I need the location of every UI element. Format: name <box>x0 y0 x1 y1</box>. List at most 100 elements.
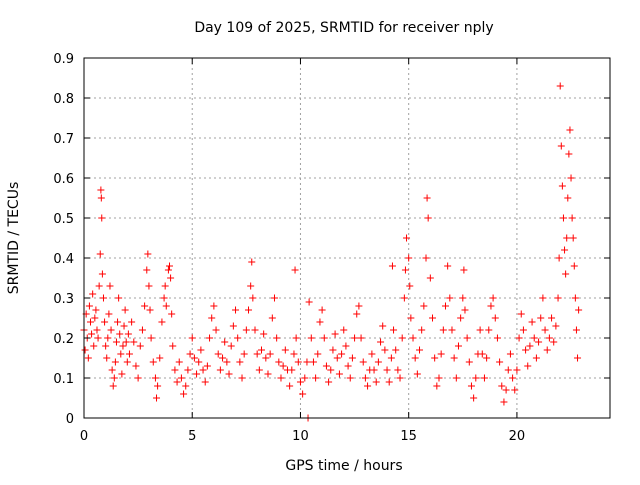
data-point <box>168 310 176 318</box>
data-point <box>411 354 419 362</box>
data-point <box>558 182 566 190</box>
data-point <box>90 342 98 350</box>
data-point <box>275 358 283 366</box>
y-tick-label: 0.5 <box>53 212 74 227</box>
data-point <box>238 374 246 382</box>
data-point <box>418 326 426 334</box>
data-point <box>138 326 146 334</box>
data-point <box>400 294 408 302</box>
data-point <box>454 342 462 350</box>
data-point <box>245 306 253 314</box>
data-point <box>186 350 194 358</box>
data-point <box>565 150 573 158</box>
data-point <box>377 338 385 346</box>
data-point <box>409 334 417 342</box>
data-point <box>247 282 255 290</box>
data-point <box>268 314 276 322</box>
data-point <box>161 282 169 290</box>
data-point <box>472 374 480 382</box>
data-point <box>97 186 105 194</box>
data-point <box>555 254 563 262</box>
data-point <box>431 354 439 362</box>
data-point <box>270 294 278 302</box>
data-point <box>537 314 545 322</box>
data-point <box>522 346 530 354</box>
data-point <box>566 126 574 134</box>
data-point <box>277 374 285 382</box>
data-point <box>530 334 538 342</box>
data-point <box>429 314 437 322</box>
data-point <box>320 334 328 342</box>
data-point <box>526 342 534 350</box>
data-point <box>424 214 432 222</box>
data-point <box>184 366 192 374</box>
data-point <box>160 294 168 302</box>
data-point <box>130 338 138 346</box>
data-point <box>406 282 414 290</box>
data-point <box>134 374 142 382</box>
data-point <box>435 374 443 382</box>
data-point <box>255 366 263 374</box>
y-tick-label: 0.9 <box>53 52 74 67</box>
y-tick-label: 0.8 <box>53 92 74 107</box>
data-point <box>571 294 579 302</box>
data-point <box>99 294 107 302</box>
axis-ticks: 0 0.1 0.2 0.3 0.4 0.5 0.6 0.7 0.8 0.9 0 5 10 15 20 <box>53 52 610 444</box>
data-point <box>257 346 265 354</box>
data-point <box>307 334 315 342</box>
data-point <box>175 358 183 366</box>
data-point <box>331 330 339 338</box>
data-point <box>114 318 122 326</box>
data-point <box>128 318 136 326</box>
y-tick-label: 0.7 <box>53 132 74 147</box>
data-point <box>120 322 128 330</box>
data-point <box>351 334 359 342</box>
data-point <box>574 354 582 362</box>
data-point <box>437 350 445 358</box>
data-point <box>543 346 551 354</box>
data-point <box>227 342 235 350</box>
data-point <box>559 214 567 222</box>
data-point <box>444 262 452 270</box>
data-point <box>214 350 222 358</box>
data-point <box>370 366 378 374</box>
data-point <box>225 370 233 378</box>
grid-lines <box>84 58 610 418</box>
data-point <box>491 314 499 322</box>
data-point <box>109 382 117 390</box>
data-point <box>498 382 506 390</box>
data-point <box>413 370 421 378</box>
data-point <box>110 374 118 382</box>
y-tick-label: 0.6 <box>53 172 74 187</box>
data-point <box>333 354 341 362</box>
data-point <box>457 314 465 322</box>
x-axis-label: GPS time / hours <box>285 458 402 474</box>
data-point <box>149 358 157 366</box>
data-point <box>353 310 361 318</box>
data-point <box>416 346 424 354</box>
data-point <box>253 350 261 358</box>
data-point <box>487 302 495 310</box>
y-tick-label: 0.1 <box>53 372 74 387</box>
data-point <box>88 330 96 338</box>
y-tick-label: 0.3 <box>53 292 74 307</box>
data-point <box>107 326 115 334</box>
data-point <box>463 334 471 342</box>
data-point <box>201 378 209 386</box>
data-point <box>476 326 484 334</box>
data-point <box>567 174 575 182</box>
data-point <box>390 326 398 334</box>
data-point <box>388 262 396 270</box>
data-point <box>248 258 256 266</box>
data-point <box>383 366 391 374</box>
data-point <box>398 334 406 342</box>
y-tick-label: 0 <box>66 412 74 427</box>
data-point <box>314 350 322 358</box>
data-point <box>264 370 272 378</box>
data-point <box>123 358 131 366</box>
data-point <box>426 274 434 282</box>
data-point <box>517 310 525 318</box>
data-point <box>286 382 294 390</box>
data-point <box>515 334 523 342</box>
